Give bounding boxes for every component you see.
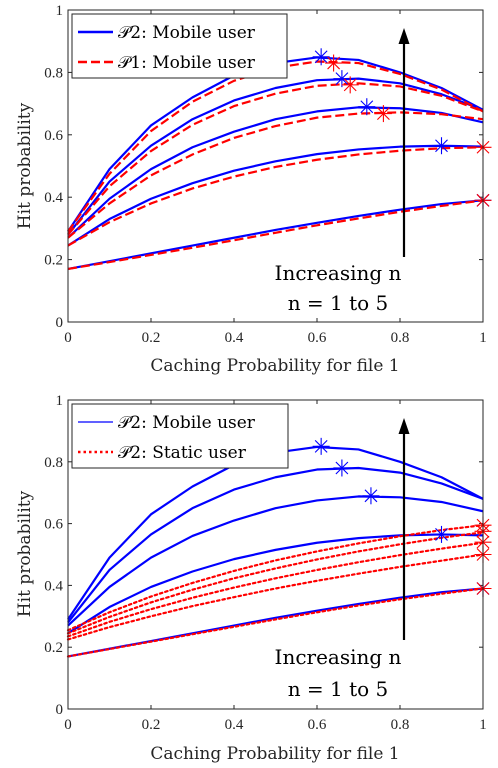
y-tick-label: 1 [56, 393, 64, 409]
annotation: Increasing n n = 1 to 5 [262, 28, 412, 315]
y-axis-title: Hit probability [15, 490, 35, 617]
series-line-p2-mobile-user-n4 [67, 77, 484, 236]
y-axis-title: Hit probability [15, 102, 35, 229]
star-marker [433, 137, 450, 155]
x-tick-label: 0.8 [391, 717, 410, 733]
star-marker [312, 48, 330, 66]
legend-box [71, 13, 288, 79]
star-marker [374, 105, 392, 123]
legend-box [71, 403, 289, 469]
star-marker-stroke [377, 107, 390, 120]
star-marker-stroke [435, 139, 448, 153]
series-line-p1-mobile-user-n2 [67, 146, 484, 247]
series-line-p2-static-user-n4 [66, 531, 485, 635]
star-marker [333, 70, 351, 88]
x-axis-title: Caching Probability for file 1 [150, 356, 399, 376]
y-tick-label: 0.2 [44, 640, 63, 656]
y-tick-label: 0 [56, 702, 64, 718]
chart-top: 0 0.2 0.4 0.6 0.8 1 0 0.2 0.4 0.6 0.8 1 Caching Pro… [15, 3, 492, 376]
annotation-line-1: Increasing n [275, 645, 402, 669]
y-tick-label: 0.8 [44, 455, 63, 471]
star-marker-stroke [314, 50, 328, 64]
series-line-p2-mobile-user-n1 [67, 587, 484, 658]
annotation-line-2: n = 1 to 5 [288, 291, 389, 315]
plot-frame [67, 9, 484, 323]
series-line-p1-mobile-user-n4 [67, 82, 484, 236]
star-marker-stroke [335, 461, 349, 475]
star-marker [433, 525, 450, 543]
chart-bottom: 0 0.2 0.4 0.6 0.8 1 0 0.2 0.4 0.6 0.8 1 Caching Pro… [15, 393, 492, 764]
series-line-p1-mobile-user-n1 [67, 199, 484, 271]
star-marker-stroke [335, 72, 349, 86]
star-marker-stroke [435, 528, 448, 541]
annotation-line-2: n = 1 to 5 [288, 677, 389, 701]
legend-entry-0: 𝒫2: Mobile user [118, 413, 256, 433]
y-tick-label: 1 [56, 3, 64, 19]
increase-arrow-head [398, 28, 410, 44]
x-tick-label: 0.6 [308, 330, 327, 346]
x-tick-label: 0 [64, 717, 72, 733]
series-line-p2-mobile-user-n4 [67, 466, 484, 624]
y-tick-label: 0.6 [44, 517, 63, 533]
star-marker-stroke [343, 78, 357, 92]
series-line-p2-mobile-user-n3 [67, 106, 484, 239]
annotation-line-1: Increasing n [275, 261, 402, 285]
star-marker [325, 54, 343, 72]
y-tick-label: 0.4 [44, 190, 63, 206]
series-line-p1-mobile-user-n5 [67, 60, 484, 233]
series-line-p2-static-user-n3 [66, 541, 485, 638]
plot-frame [67, 399, 484, 710]
series-line-p2-static-user-n2 [66, 553, 485, 641]
series-line-p2-static-user-n5 [66, 524, 485, 632]
legend-entry-0: 𝒫2: Mobile user [118, 23, 256, 43]
x-tick-label: 0.4 [225, 330, 244, 346]
series-line-p2-static-user-n1 [66, 587, 485, 658]
legend: 𝒫2: Mobile user 𝒫1: Mobile user [71, 13, 288, 79]
x-axis-title: Caching Probability for file 1 [150, 744, 399, 764]
y-tick-label: 0.2 [44, 253, 63, 269]
legend: 𝒫2: Mobile user 𝒫2: Static user [71, 403, 289, 469]
star-marker [333, 459, 351, 477]
series-line-p2-mobile-user-n2 [67, 144, 484, 247]
star-marker [358, 98, 376, 116]
y-tick-label: 0.6 [44, 128, 63, 144]
series-line-p2-mobile-user-n3 [67, 495, 484, 627]
annotation: Increasing n n = 1 to 5 [262, 418, 412, 702]
star-marker-stroke [314, 439, 328, 453]
series-line-p1-mobile-user-n3 [67, 111, 484, 239]
x-tick-label: 0 [64, 330, 72, 346]
legend-entry-1: 𝒫2: Static user [118, 443, 247, 463]
star-marker [341, 76, 359, 94]
legend-entry-1: 𝒫1: Mobile user [118, 53, 256, 73]
y-tick-label: 0.8 [44, 65, 63, 81]
star-marker [362, 487, 380, 505]
x-tick-label: 0.2 [142, 330, 161, 346]
star-marker-stroke [327, 56, 340, 70]
star-marker-stroke [364, 489, 378, 503]
y-tick-label: 0.4 [44, 578, 63, 594]
x-tick-label: 1 [479, 330, 487, 346]
star-marker [312, 437, 330, 455]
y-tick-label: 0 [56, 315, 64, 331]
series-line-p2-mobile-user-n1 [67, 199, 484, 271]
x-tick-label: 0.2 [142, 717, 161, 733]
x-tick-label: 1 [479, 717, 487, 733]
increase-arrow-head [398, 418, 410, 434]
x-tick-label: 0.4 [225, 717, 244, 733]
x-tick-label: 0.6 [308, 717, 327, 733]
x-tick-label: 0.8 [391, 330, 410, 346]
star-marker-stroke [360, 100, 374, 114]
